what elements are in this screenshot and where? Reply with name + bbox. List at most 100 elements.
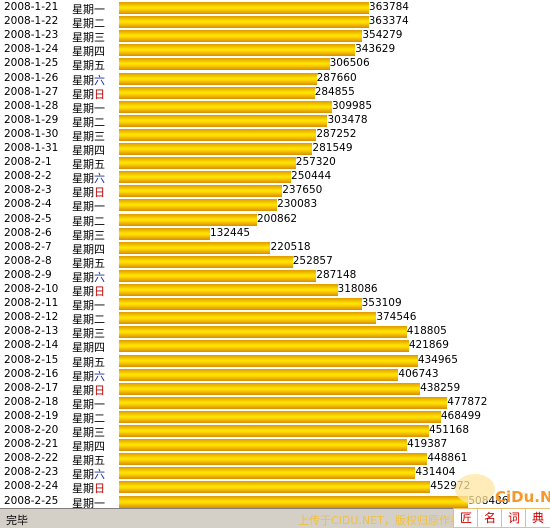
date-label: 2008-2-13 (4, 325, 59, 338)
weekday-label: 星期四 (72, 45, 105, 59)
chart-row: 2008-2-21 星期四 419387 (0, 437, 550, 453)
date-label: 2008-2-14 (4, 339, 59, 352)
chart-row: 2008-2-18 星期一 477872 (0, 395, 550, 411)
value-label: 306506 (329, 57, 370, 70)
date-label: 2008-1-31 (4, 142, 59, 154)
value-label: 451168 (428, 424, 470, 436)
data-bar (119, 100, 332, 113)
value-label: 303478 (327, 113, 368, 126)
chart-row: 2008-2-11 星期一 353109 (0, 296, 550, 312)
chart-row: 2008-1-21 星期一 363784 (0, 0, 550, 16)
value-label: 452972 (430, 480, 471, 493)
chart-row: 2008-1-26 星期六 287660 (0, 71, 550, 87)
chart-row: 2008-1-27 星期日 284855 (0, 85, 550, 101)
value-label: 374546 (376, 311, 417, 324)
data-bar (119, 284, 338, 296)
weekday-label: 星期一 (72, 397, 105, 411)
data-bar (119, 495, 469, 508)
date-label: 2008-2-19 (4, 409, 59, 422)
date-label: 2008-2-3 (4, 184, 52, 197)
chart-row: 2008-2-23 星期六 431404 (0, 465, 550, 481)
weekday-label: 星期一 (72, 101, 105, 115)
date-label: 2008-1-28 (4, 99, 59, 112)
data-bar (119, 326, 407, 339)
value-label: 132445 (209, 226, 251, 239)
chart-row: 2008-2-9 星期六 287148 (0, 268, 550, 284)
weekday-label: 星期三 (72, 327, 105, 341)
date-label: 2008-1-26 (4, 71, 59, 84)
chart-row: 2008-2-15 星期五 434965 (0, 353, 550, 369)
value-label: 281549 (312, 142, 353, 154)
value-label: 230083 (277, 198, 318, 211)
value-label: 363374 (368, 15, 409, 28)
date-label: 2008-2-10 (4, 283, 59, 295)
weekday-label: 星期三 (72, 426, 105, 439)
value-label: 257320 (295, 156, 336, 169)
chart-row: 2008-2-16 星期六 406743 (0, 367, 550, 383)
chart-row: 2008-2-20 星期三 451168 (0, 423, 550, 439)
chart-row: 2008-2-14 星期四 421869 (0, 338, 550, 354)
watermark-text: 上传于CIDU.NET，版权归原作者 (298, 514, 461, 527)
data-bar (119, 453, 428, 466)
data-bar (119, 128, 317, 141)
weekday-label: 星期二 (72, 17, 105, 31)
weekday-label: 星期三 (72, 129, 105, 143)
value-label: 220518 (270, 240, 311, 253)
date-label: 2008-1-30 (4, 127, 59, 140)
date-label: 2008-2-6 (4, 226, 52, 239)
chart-row: 2008-2-12 星期二 374546 (0, 310, 550, 326)
data-bar (119, 86, 315, 99)
weekday-label: 星期五 (72, 355, 105, 369)
weekday-label: 星期六 (72, 172, 105, 186)
data-bar (119, 269, 317, 282)
weekday-label: 星期二 (72, 214, 105, 228)
weekday-label: 星期六 (72, 270, 105, 284)
weekday-label: 星期一 (72, 3, 105, 16)
chart-row: 2008-1-22 星期二 363374 (0, 14, 550, 30)
chart-row: 2008-2-8 星期五 252857 (0, 254, 550, 270)
value-label: 252857 (292, 254, 333, 267)
value-label: 287660 (316, 71, 357, 84)
value-label: 200862 (256, 212, 298, 225)
data-bar (119, 481, 431, 494)
data-bar (119, 340, 409, 353)
date-label: 2008-2-15 (4, 353, 59, 366)
value-label: 438259 (420, 381, 461, 394)
chart-row: 2008-2-13 星期三 418805 (0, 324, 550, 340)
value-label: 477872 (447, 395, 488, 408)
weekday-label: 星期日 (72, 482, 105, 496)
data-bar (119, 44, 356, 57)
weekday-label: 星期五 (72, 59, 105, 73)
data-bar (119, 58, 330, 71)
bar-chart: 2008-1-21 星期一 363784 2008-1-22 星期二 363374 2008… (0, 0, 550, 510)
chart-row: 2008-2-10 星期日 318086 (0, 282, 550, 298)
weekday-label: 星期六 (72, 369, 105, 383)
data-bar (119, 425, 429, 437)
data-bar (119, 185, 283, 198)
date-label: 2008-1-25 (4, 57, 59, 70)
date-label: 2008-2-9 (4, 268, 52, 281)
value-label: 431404 (415, 466, 456, 479)
value-label: 250444 (291, 170, 332, 183)
chart-row: 2008-1-30 星期三 287252 (0, 127, 550, 143)
value-label: 419387 (407, 438, 448, 451)
value-label: 363784 (368, 1, 409, 13)
date-label: 2008-2-22 (4, 452, 59, 465)
date-label: 2008-2-11 (4, 297, 59, 310)
data-bar (119, 396, 448, 409)
data-bar (119, 410, 441, 423)
value-label: 468499 (440, 409, 481, 422)
value-label: 508486 (468, 494, 509, 507)
weekday-label: 星期二 (72, 115, 105, 129)
date-label: 2008-2-7 (4, 240, 52, 253)
value-label: 237650 (282, 184, 323, 197)
data-bar (119, 143, 313, 155)
weekday-label: 星期三 (72, 31, 105, 45)
chart-row: 2008-2-24 星期日 452972 (0, 479, 550, 495)
date-label: 2008-2-25 (4, 494, 59, 507)
weekday-label: 星期五 (72, 454, 105, 468)
data-bar (119, 368, 399, 381)
data-bar (119, 255, 293, 268)
chart-row: 2008-2-22 星期五 448861 (0, 451, 550, 467)
data-bar (119, 213, 257, 226)
